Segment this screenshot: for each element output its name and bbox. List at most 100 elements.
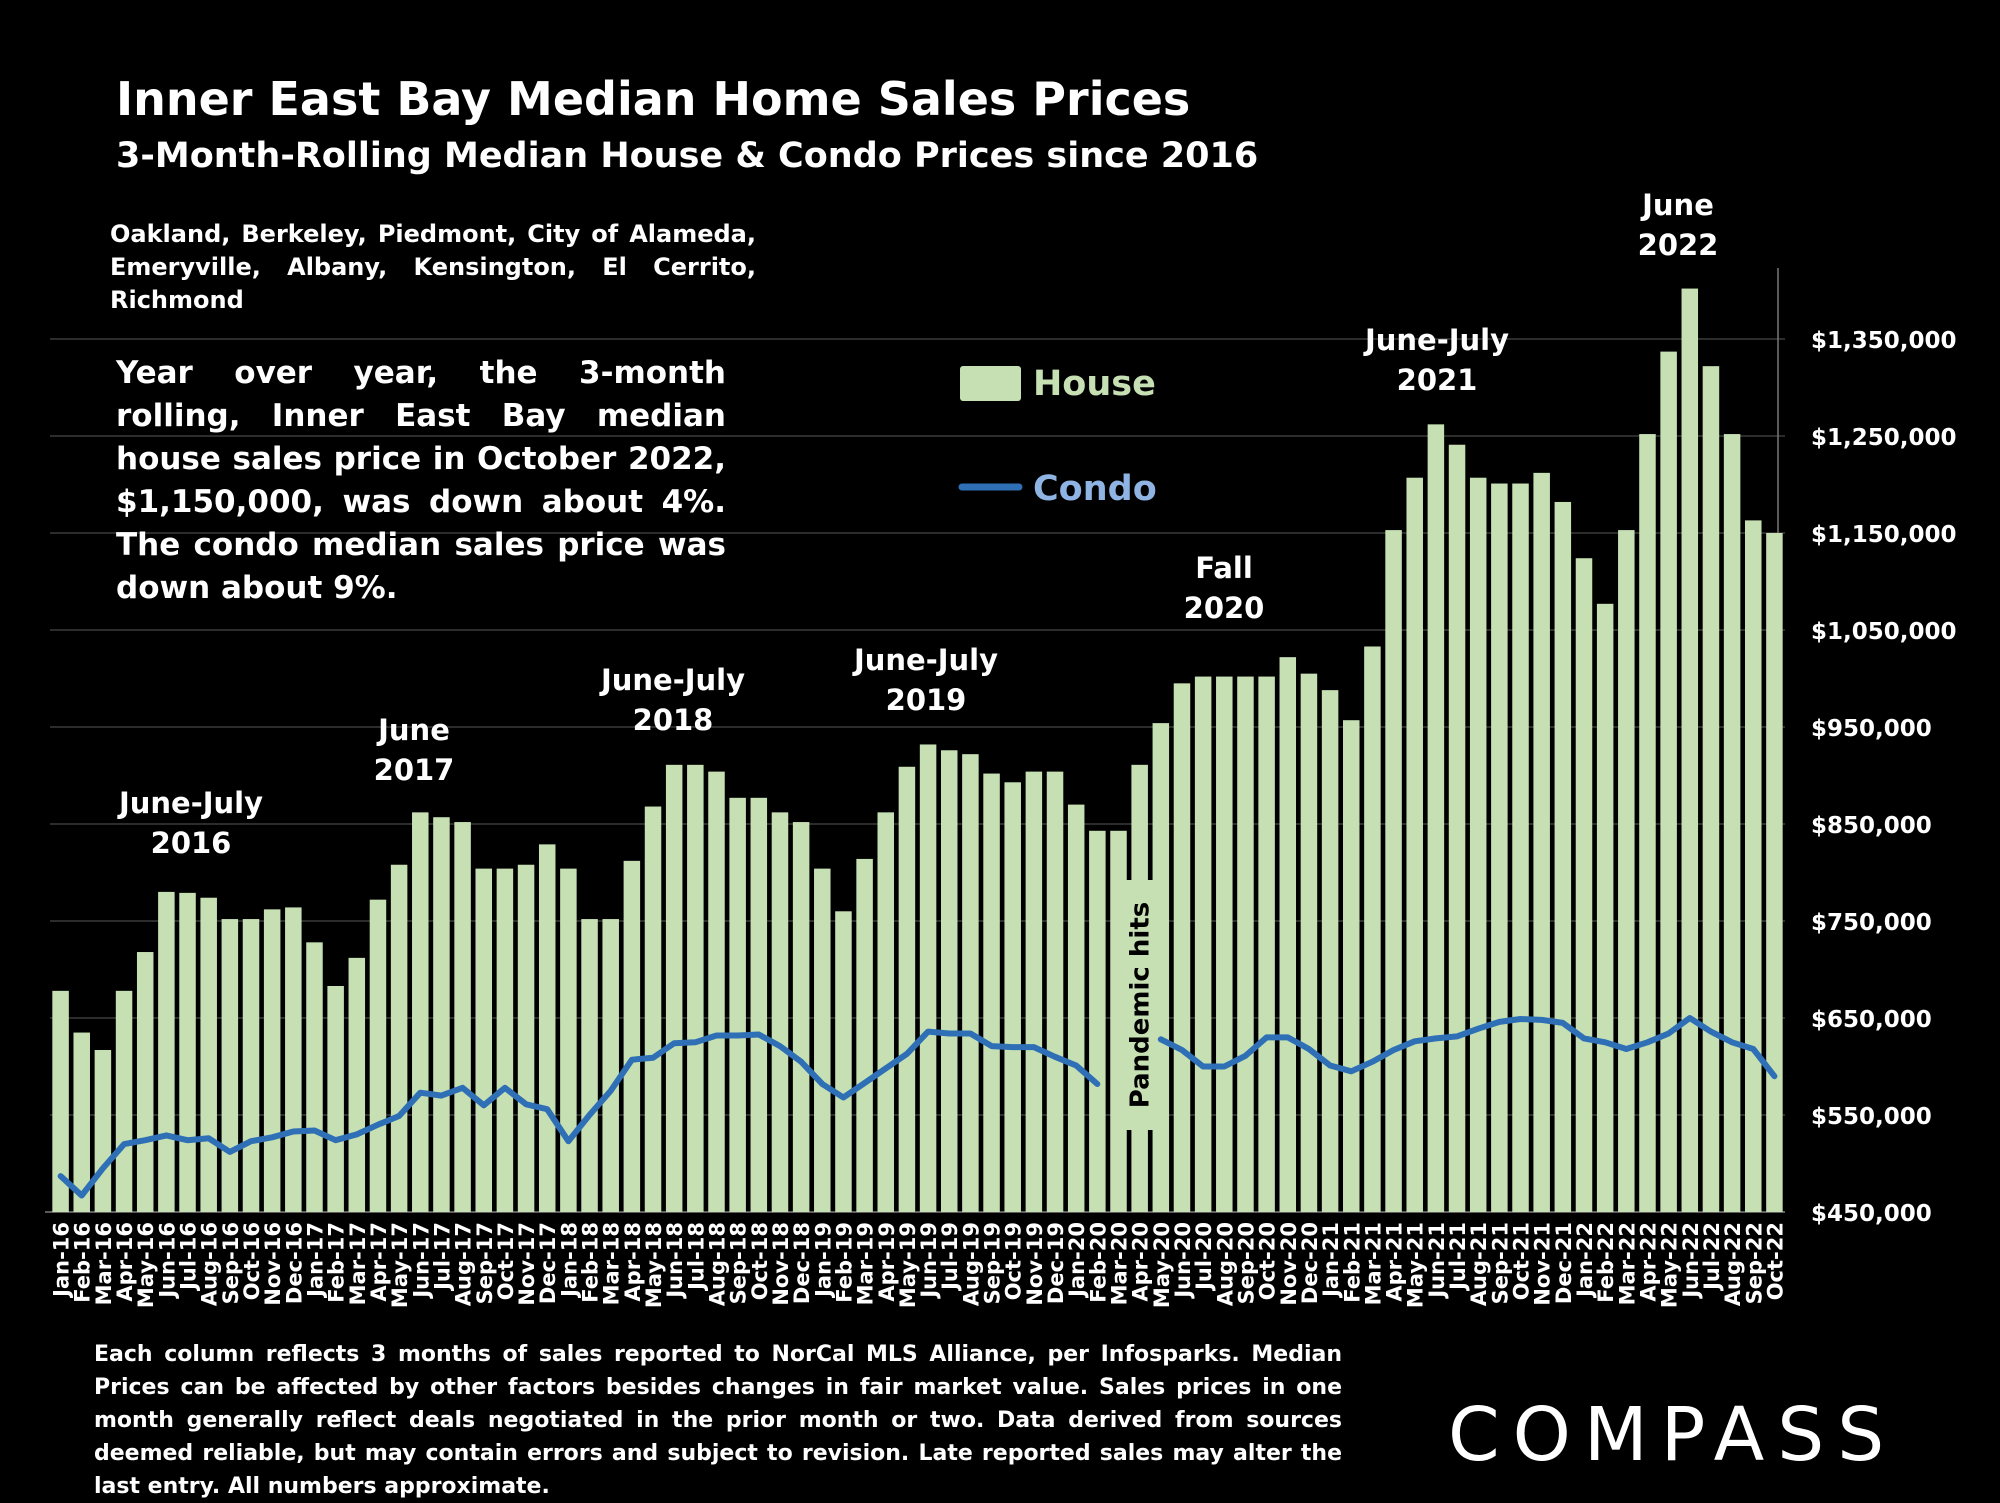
x-tick-label: Jan-19 xyxy=(811,1222,835,1299)
condo-point xyxy=(1223,1065,1226,1068)
house-bar xyxy=(73,1032,90,1212)
x-tick-label: Aug-22 xyxy=(1721,1222,1745,1306)
x-tick-label: Apr-19 xyxy=(875,1222,899,1302)
condo-point xyxy=(1731,1041,1734,1044)
condo-point xyxy=(588,1114,591,1116)
condo-point xyxy=(1202,1065,1205,1068)
x-tick-label: Feb-18 xyxy=(579,1222,603,1303)
x-tick-label: Oct-16 xyxy=(240,1222,264,1300)
house-bar xyxy=(708,771,725,1212)
peak-annotation-line2: 2017 xyxy=(374,753,455,787)
x-tick-label: Jun-21 xyxy=(1425,1222,1449,1300)
x-tick-label: Aug-16 xyxy=(198,1222,222,1306)
x-tick-label: Feb-19 xyxy=(832,1222,856,1303)
condo-line xyxy=(1157,1015,1778,1080)
y-tick-label: $650,000 xyxy=(1811,1007,1932,1033)
condo-point xyxy=(1392,1049,1395,1052)
condo-point xyxy=(800,1060,803,1063)
condo-point xyxy=(398,1114,401,1117)
house-bar xyxy=(1491,483,1508,1212)
condo-point xyxy=(863,1081,866,1084)
x-tick-label: Oct-21 xyxy=(1510,1222,1534,1300)
house-bar xyxy=(1723,434,1741,1212)
peak-annotation-line1: June-July xyxy=(117,786,263,820)
house-bar xyxy=(560,868,577,1212)
x-tick-label: Sep-22 xyxy=(1742,1222,1766,1304)
x-tick-label: Aug-21 xyxy=(1467,1222,1491,1306)
house-bar xyxy=(1618,530,1635,1212)
x-tick-label: Dec-21 xyxy=(1552,1222,1576,1304)
x-tick-label: Mar-20 xyxy=(1108,1222,1132,1305)
y-tick-label: $550,000 xyxy=(1811,1104,1932,1130)
house-bar xyxy=(1004,782,1021,1212)
peak-annotation-line1: June xyxy=(376,713,450,747)
condo-point xyxy=(503,1086,506,1089)
condo-point xyxy=(59,1175,62,1178)
house-bar xyxy=(327,985,344,1212)
x-tick-label: Apr-20 xyxy=(1129,1222,1153,1302)
y-tick-label: $1,050,000 xyxy=(1811,619,1957,645)
house-bar xyxy=(179,892,196,1212)
x-tick-label: Feb-22 xyxy=(1594,1222,1618,1303)
x-tick-label: Apr-17 xyxy=(367,1222,391,1302)
x-tick-label: Dec-17 xyxy=(536,1222,560,1304)
condo-point xyxy=(482,1104,485,1107)
house-bar xyxy=(1342,720,1360,1212)
condo-point xyxy=(1054,1055,1057,1058)
condo-point xyxy=(1434,1037,1437,1040)
house-bar xyxy=(1364,646,1381,1212)
condo-point xyxy=(334,1139,337,1142)
house-bar xyxy=(962,754,979,1212)
condo-point xyxy=(186,1139,189,1142)
x-tick-label: Nov-17 xyxy=(515,1222,539,1306)
x-tick-label: Jul-20 xyxy=(1192,1222,1216,1292)
x-tick-label: Mar-16 xyxy=(92,1222,116,1305)
x-tick-label: Mar-21 xyxy=(1361,1222,1385,1305)
house-bar xyxy=(1258,676,1275,1212)
legend-house-swatch xyxy=(960,366,1021,401)
x-tick-label: Oct-20 xyxy=(1256,1222,1280,1300)
condo-point xyxy=(1096,1082,1099,1085)
x-tick-label: Jan-20 xyxy=(1065,1222,1089,1299)
house-bar xyxy=(221,919,239,1212)
peak-annotation-line2: 2022 xyxy=(1638,228,1719,262)
x-tick-label: Dec-19 xyxy=(1044,1222,1068,1304)
x-tick-label: Aug-19 xyxy=(959,1222,983,1306)
x-tick-label: Feb-20 xyxy=(1086,1222,1110,1303)
x-tick-label: Mar-19 xyxy=(854,1222,878,1305)
x-tick-label: Apr-22 xyxy=(1636,1222,1660,1302)
house-bar xyxy=(750,797,768,1212)
condo-point xyxy=(1773,1075,1776,1078)
x-tick-label: Nov-19 xyxy=(1023,1222,1047,1306)
house-bar xyxy=(1279,657,1297,1212)
x-tick-label: May-22 xyxy=(1658,1222,1682,1308)
condo-point xyxy=(842,1096,845,1099)
house-bar xyxy=(52,990,69,1212)
x-tick-label: Jun-18 xyxy=(663,1222,687,1300)
condo-point xyxy=(1307,1048,1310,1051)
x-tick-label: Jun-17 xyxy=(409,1222,433,1300)
house-bar xyxy=(1216,676,1233,1212)
house-bar xyxy=(1554,501,1572,1213)
peak-annotation-line2: 2019 xyxy=(886,683,967,717)
x-tick-label: Nov-21 xyxy=(1531,1222,1555,1306)
house-bar xyxy=(285,907,302,1212)
x-tick-label: Nov-18 xyxy=(769,1222,793,1306)
condo-point xyxy=(440,1094,443,1097)
house-bar xyxy=(538,844,556,1212)
condo-point xyxy=(1540,1018,1543,1021)
house-bar xyxy=(644,806,662,1212)
condo-point xyxy=(355,1133,358,1136)
condo-point xyxy=(101,1167,104,1170)
x-tick-label: Jan-21 xyxy=(1319,1222,1343,1299)
condo-point xyxy=(1371,1060,1374,1063)
condo-point xyxy=(461,1086,464,1089)
condo-point xyxy=(1413,1040,1416,1043)
condo-point xyxy=(905,1052,908,1055)
x-tick-label: Aug-20 xyxy=(1213,1222,1237,1306)
house-bar xyxy=(602,919,619,1212)
house-bar xyxy=(729,797,746,1212)
x-tick-label: Jan-18 xyxy=(557,1222,581,1299)
condo-point xyxy=(1329,1064,1332,1067)
x-tick-label: May-16 xyxy=(134,1222,158,1308)
